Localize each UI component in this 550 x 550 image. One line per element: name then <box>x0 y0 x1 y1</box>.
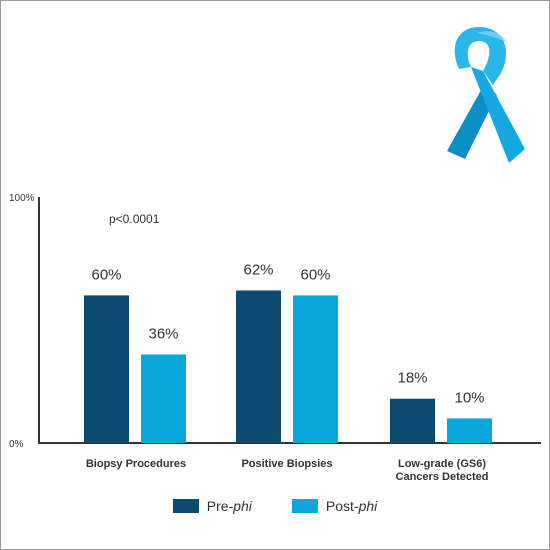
bar-pre <box>390 398 435 443</box>
bar-post <box>141 354 186 443</box>
x-tick-label: Positive Biopsies <box>241 458 332 470</box>
legend-item-post: Post-phi <box>291 498 378 514</box>
bar-post <box>293 295 338 443</box>
legend-swatch-post <box>291 499 318 513</box>
legend-label-pre: Pre-phi <box>206 498 252 514</box>
awareness-ribbon-icon <box>447 27 525 163</box>
bar-post <box>447 418 492 443</box>
data-label: 18% <box>397 370 427 387</box>
data-label: 60% <box>300 266 330 283</box>
bar-pre <box>236 290 281 443</box>
x-tick-label: Low-grade (GS6) Cancers Detected <box>396 458 489 483</box>
x-tick-label: Biopsy Procedures <box>86 458 186 470</box>
legend: Pre-phi Post-phi <box>1 498 549 514</box>
data-label: 62% <box>243 261 273 278</box>
y-tick-label: 0% <box>9 439 24 450</box>
data-label: 10% <box>454 389 484 406</box>
data-label: 36% <box>148 325 178 342</box>
legend-item-pre: Pre-phi <box>172 498 252 514</box>
legend-label-post: Post-phi <box>325 498 378 514</box>
bar-pre <box>84 295 129 443</box>
y-tick-label: 100% <box>9 193 35 204</box>
legend-swatch-pre <box>172 499 199 513</box>
data-label: 60% <box>91 266 121 283</box>
p-value-annotation: p<0.0001 <box>109 212 160 226</box>
